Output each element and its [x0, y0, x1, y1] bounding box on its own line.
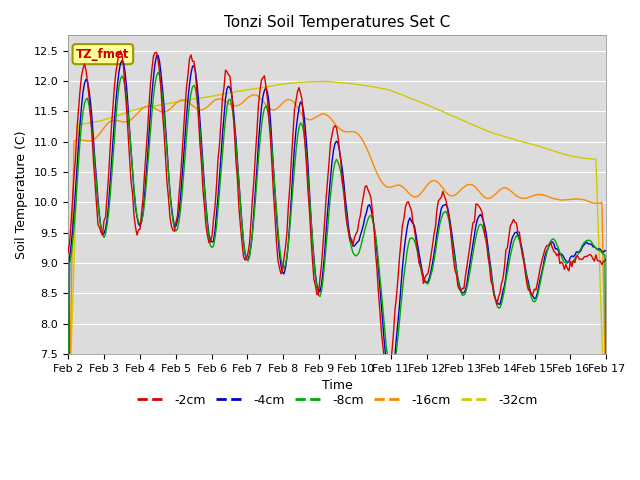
- Legend: -2cm, -4cm, -8cm, -16cm, -32cm: -2cm, -4cm, -8cm, -16cm, -32cm: [132, 389, 543, 412]
- Title: Tonzi Soil Temperatures Set C: Tonzi Soil Temperatures Set C: [224, 15, 451, 30]
- X-axis label: Time: Time: [322, 379, 353, 393]
- Text: TZ_fmet: TZ_fmet: [76, 48, 130, 60]
- Y-axis label: Soil Temperature (C): Soil Temperature (C): [15, 131, 28, 259]
